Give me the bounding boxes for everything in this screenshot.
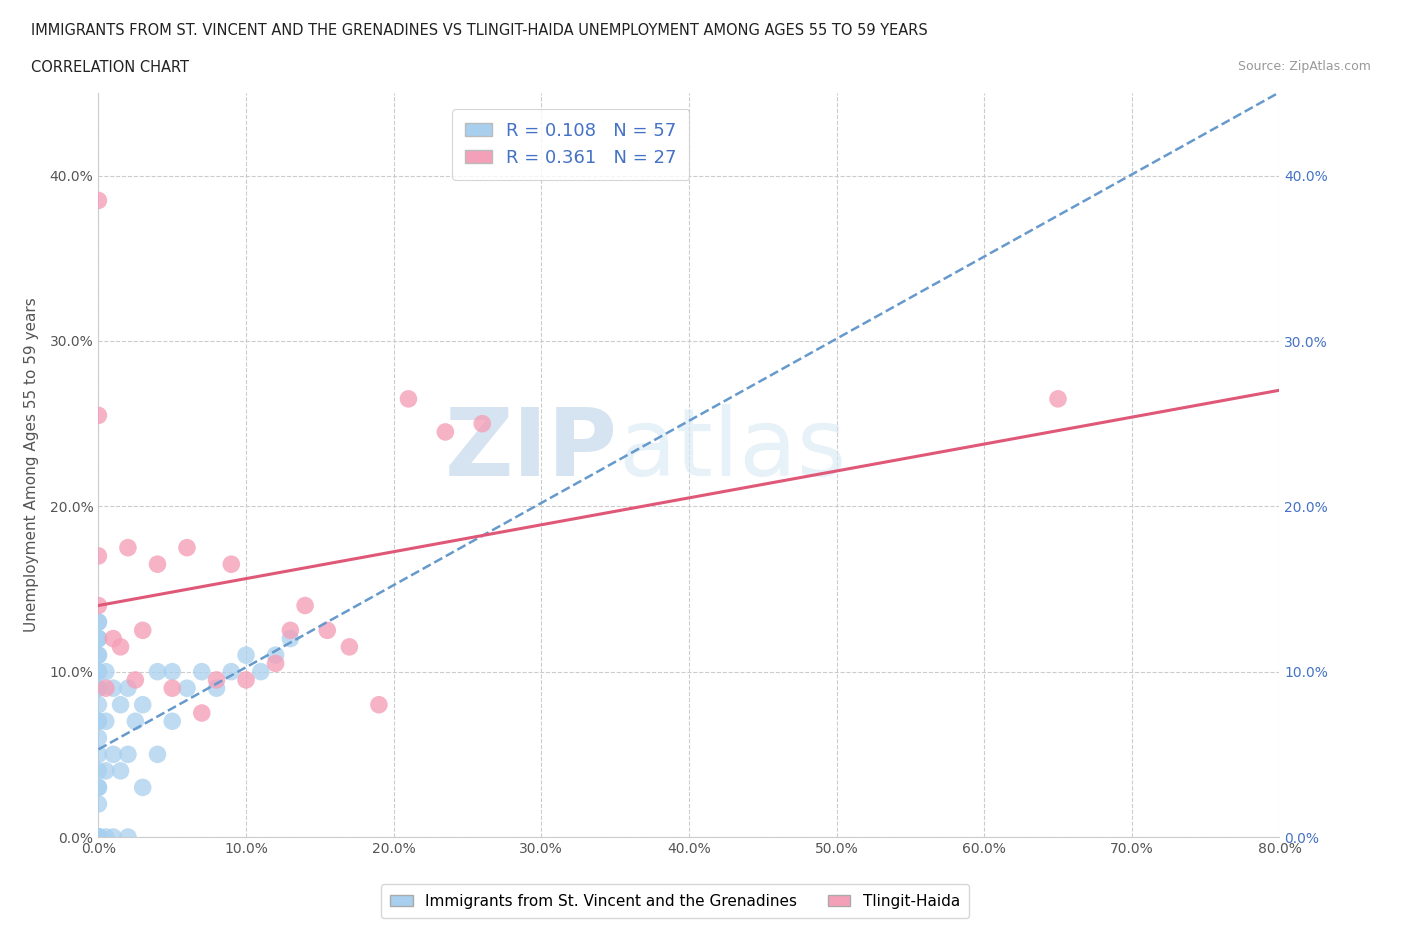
Point (87, 764, 110, 778)
Point (87, 830, 110, 844)
Point (87, 730, 110, 745)
Point (87, 193, 110, 208)
Point (87, 830, 110, 844)
Point (110, 698, 132, 712)
Point (103, 830, 125, 844)
Point (132, 698, 155, 712)
Point (146, 557, 169, 572)
Point (87, 598, 110, 613)
Point (87, 830, 110, 844)
Point (264, 656, 287, 671)
Point (87, 780, 110, 795)
Point (103, 747, 125, 762)
Text: Source: ZipAtlas.com: Source: ZipAtlas.com (1237, 60, 1371, 73)
Point (162, 681, 183, 696)
Point (1046, 392, 1069, 406)
Point (87, 830, 110, 844)
Point (87, 830, 110, 844)
Text: atlas: atlas (619, 405, 846, 496)
Point (87, 631, 110, 646)
Point (191, 706, 214, 721)
Point (87, 747, 110, 762)
Point (94, 681, 117, 696)
Point (87, 830, 110, 844)
Point (94, 830, 117, 844)
Point (396, 392, 419, 406)
Point (87, 714, 110, 729)
Point (117, 540, 139, 555)
Point (87, 631, 110, 646)
Point (124, 672, 146, 687)
Point (117, 830, 139, 844)
Point (205, 681, 228, 696)
Point (316, 623, 339, 638)
Point (250, 664, 273, 679)
Point (117, 681, 139, 696)
Point (103, 681, 125, 696)
Point (87, 830, 110, 844)
Point (87, 796, 110, 811)
Point (103, 631, 125, 646)
Text: IMMIGRANTS FROM ST. VINCENT AND THE GRENADINES VS TLINGIT-HAIDA UNEMPLOYMENT AMO: IMMIGRANTS FROM ST. VINCENT AND THE GREN… (31, 23, 928, 38)
Point (235, 647, 257, 662)
Point (162, 714, 183, 729)
Point (264, 647, 287, 662)
Point (471, 417, 494, 432)
Text: CORRELATION CHART: CORRELATION CHART (31, 60, 188, 75)
Point (94, 664, 117, 679)
Point (110, 640, 132, 655)
Legend: Immigrants from St. Vincent and the Grenadines, Tlingit-Haida: Immigrants from St. Vincent and the Gren… (381, 884, 969, 918)
Point (278, 623, 302, 638)
Point (94, 764, 117, 778)
Point (87, 664, 110, 679)
Point (87, 408, 110, 423)
Point (87, 681, 110, 696)
Point (124, 714, 146, 729)
Point (87, 615, 110, 630)
Point (235, 672, 257, 687)
Point (87, 664, 110, 679)
Point (94, 714, 117, 729)
Point (368, 698, 391, 712)
Legend: R = 0.108   N = 57, R = 0.361   N = 27: R = 0.108 N = 57, R = 0.361 N = 27 (453, 110, 689, 179)
Point (87, 615, 110, 630)
Point (278, 631, 302, 646)
Point (87, 830, 110, 844)
Point (87, 631, 110, 646)
Point (87, 830, 110, 844)
Point (176, 681, 198, 696)
Point (176, 540, 198, 555)
Point (87, 830, 110, 844)
Point (339, 640, 360, 655)
Point (146, 664, 169, 679)
Point (191, 664, 214, 679)
Text: ZIP: ZIP (446, 405, 619, 496)
Point (117, 747, 139, 762)
Point (87, 698, 110, 712)
Point (87, 714, 110, 729)
Point (205, 672, 228, 687)
Point (87, 647, 110, 662)
Point (132, 623, 155, 638)
Point (87, 681, 110, 696)
Point (87, 780, 110, 795)
Point (132, 780, 155, 795)
Point (219, 557, 242, 572)
Point (87, 549, 110, 564)
Y-axis label: Unemployment Among Ages 55 to 59 years: Unemployment Among Ages 55 to 59 years (24, 298, 38, 632)
Point (294, 598, 316, 613)
Point (146, 747, 169, 762)
Point (162, 664, 183, 679)
Point (434, 424, 457, 439)
Point (110, 764, 132, 778)
Point (87, 647, 110, 662)
Point (219, 664, 242, 679)
